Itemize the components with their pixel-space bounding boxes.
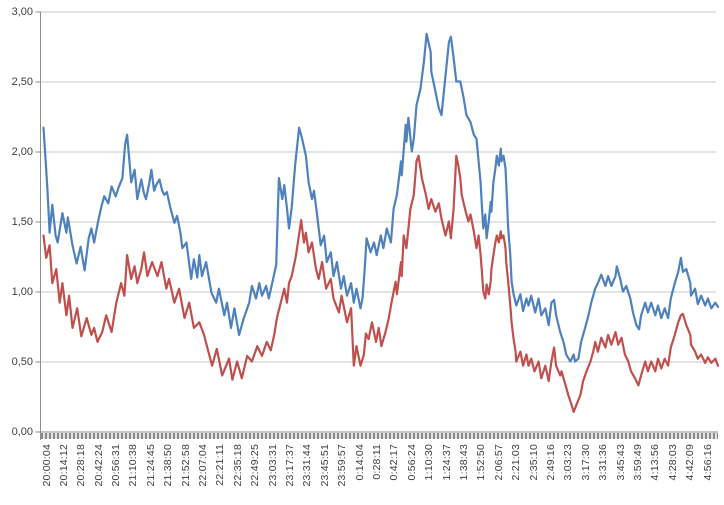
- x-axis-label: 20:56:31: [110, 444, 123, 487]
- x-axis-label: 0:28:11: [371, 444, 383, 480]
- x-axis-label: 21:24:45: [144, 444, 157, 487]
- x-axis-label: 0:56:24: [405, 444, 418, 481]
- x-axis-label: 20:14:12: [57, 444, 70, 487]
- x-axis-label: 23:17:37: [284, 444, 297, 487]
- x-axis-label: 22:35:18: [231, 444, 244, 487]
- series-blue-line: [42, 32, 720, 363]
- x-axis-label: 1:24:37: [440, 444, 453, 481]
- x-axis-label: 23:59:57: [336, 444, 349, 487]
- x-axis-label: 4:28:03: [666, 444, 679, 481]
- x-axis-label: 2:21:03: [510, 444, 523, 481]
- x-axis-label: 20:00:04: [40, 444, 53, 487]
- x-axis-label: 2:06:57: [492, 444, 505, 481]
- x-axis-label: 3:59:49: [631, 444, 644, 481]
- x-axis-label: 23:03:31: [266, 444, 279, 487]
- x-axis-label: 21:38:50: [162, 444, 175, 487]
- x-axis-label: 3:45:43: [614, 444, 627, 481]
- x-axis-label: 4:42:09: [684, 444, 697, 481]
- x-axis-label: 23:45:51: [318, 444, 331, 487]
- x-axis-label: 4:56:16: [701, 444, 714, 481]
- x-axis-label: 20:42:24: [92, 444, 105, 487]
- x-axis-label: 3:03:23: [562, 444, 575, 481]
- x-axis-label: 23:31:44: [301, 444, 314, 487]
- y-axis-label: 2,00: [11, 145, 33, 158]
- x-axis-label: 2:49:16: [544, 444, 557, 481]
- x-axis-label: 20:28:18: [75, 444, 88, 487]
- y-axis-label: 1,00: [11, 285, 33, 298]
- x-axis-label: 21:10:38: [127, 444, 140, 487]
- x-axis-label: 1:38:43: [457, 444, 470, 481]
- x-axis-label: 2:35:10: [527, 444, 540, 481]
- x-axis-label: 0:42:17: [388, 444, 401, 481]
- x-axis-label: 3:17:30: [579, 444, 592, 481]
- x-axis-label: 22:21:11: [214, 444, 227, 486]
- x-axis-label: 0:14:04: [353, 444, 366, 481]
- y-axis-label: 3,00: [11, 5, 33, 18]
- x-axis-tick-band: [41, 433, 718, 439]
- x-axis-label: 3:31:36: [597, 444, 610, 481]
- y-axis-label: 1,50: [11, 215, 33, 228]
- x-axis-label: 1:10:30: [423, 444, 436, 481]
- x-axis-label: 22:49:25: [249, 444, 262, 487]
- y-axis-label: 0,00: [11, 425, 33, 438]
- y-axis-label: 2,50: [11, 75, 33, 88]
- x-axis-label: 4:13:56: [649, 444, 662, 481]
- series-red-line: [42, 154, 720, 413]
- y-axis-label: 0,50: [11, 355, 33, 368]
- x-axis-label: 1:52:50: [475, 444, 488, 481]
- x-axis-label: 22:07:04: [197, 444, 210, 487]
- x-axis-label: 21:52:58: [179, 444, 192, 487]
